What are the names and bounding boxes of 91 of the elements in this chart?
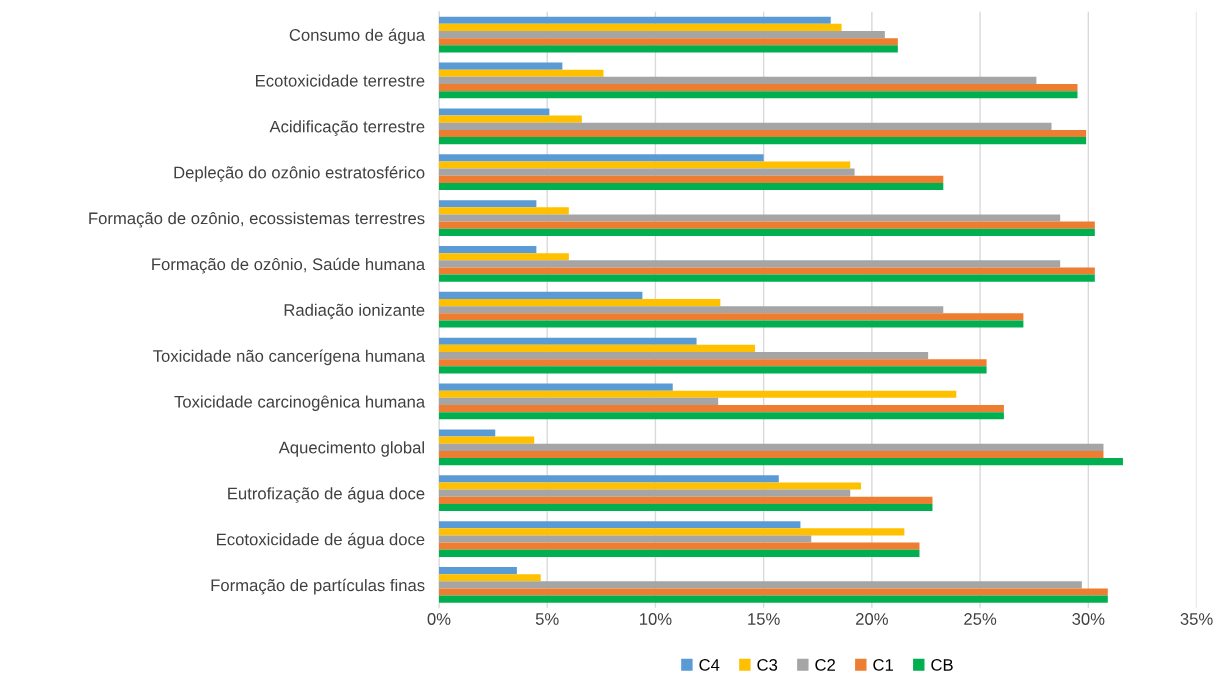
bar [438, 405, 1004, 413]
bar [438, 253, 569, 261]
y-tick-label: Ecotoxicidade terrestre [256, 74, 425, 87]
x-tick-label: 15% [748, 613, 780, 625]
bar [438, 458, 1123, 466]
x-tick-label: 5% [535, 613, 559, 625]
bar [438, 274, 1095, 282]
bar [438, 496, 933, 504]
y-tick-label: Eutrofização de água doce [228, 487, 425, 503]
bar [438, 313, 1024, 321]
bar [438, 581, 1082, 589]
x-tick-label: 25% [964, 613, 997, 625]
bar [438, 397, 719, 406]
bar [438, 429, 496, 437]
y-tick-label: Consumo de água [289, 28, 426, 45]
y-tick-label: Ecotoxicidade de água doce [217, 532, 425, 549]
legend-label: C2 [815, 659, 835, 671]
bar [438, 168, 855, 176]
y-tick-label: Toxicidade não cancerígena humana [153, 349, 426, 366]
bar [438, 383, 673, 391]
bar [438, 359, 987, 367]
bar [438, 84, 1078, 92]
bar [438, 344, 755, 353]
bar [438, 595, 1108, 603]
bar [438, 45, 898, 53]
bar [438, 588, 1108, 596]
bar [438, 436, 535, 444]
bar [438, 443, 1104, 451]
bar [438, 503, 933, 512]
bar [438, 62, 563, 70]
bar [438, 450, 1104, 459]
bar [438, 122, 1052, 130]
bar [438, 108, 550, 116]
bar [438, 482, 862, 490]
bar [438, 69, 604, 77]
bar [438, 542, 920, 550]
bar [438, 549, 920, 557]
x-tick-label: 35% [1180, 613, 1213, 625]
bar [438, 535, 812, 543]
x-tick-label: 0% [427, 613, 451, 625]
y-tick-label: Acidificação terrestre [269, 120, 425, 136]
bar [438, 521, 801, 529]
y-tick-label: Formação de ozônio, Saúde humana [152, 257, 426, 274]
bar [438, 23, 842, 32]
bar [438, 137, 1087, 145]
bar [438, 306, 944, 314]
bar [438, 175, 944, 183]
bar [438, 337, 697, 345]
x-tick-label: 20% [856, 613, 888, 625]
bar [438, 566, 517, 575]
bar [438, 352, 929, 360]
y-tick-label: Formação de partículas finas [211, 578, 425, 595]
bar [438, 245, 537, 254]
x-tick-label: 10% [640, 613, 672, 625]
legend-label: C3 [757, 659, 778, 671]
bar [438, 207, 569, 215]
bar [438, 267, 1095, 275]
bar [438, 182, 944, 191]
y-tick-label: Aquecimento global [278, 441, 424, 457]
bar [438, 489, 851, 497]
bar [438, 16, 831, 24]
bar [438, 115, 582, 123]
bar [438, 299, 721, 307]
bar [438, 574, 541, 582]
bar [438, 412, 1004, 420]
bar [438, 154, 764, 162]
legend-label: C1 [873, 659, 893, 671]
bar [438, 528, 905, 536]
bar [438, 31, 885, 39]
y-tick-label: Radiação ionizante [284, 303, 425, 320]
bar [438, 228, 1095, 236]
bar [438, 366, 987, 374]
bar [438, 320, 1024, 328]
y-tick-label: Toxicidade carcinogênica humana [174, 395, 426, 411]
bar [438, 390, 957, 398]
bar [438, 161, 851, 169]
y-tick-label: Depleção do ozônio estratosférico [174, 166, 425, 182]
legend-label: C4 [699, 659, 720, 671]
bar [438, 38, 898, 46]
bar [438, 129, 1087, 138]
legend-label: CB [931, 659, 953, 671]
bar [438, 260, 1061, 268]
bar [438, 221, 1095, 229]
bar [438, 91, 1078, 99]
bar [438, 76, 1037, 85]
x-tick-label: 30% [1072, 613, 1105, 625]
bar [438, 291, 643, 299]
bar [438, 214, 1061, 222]
bar [438, 200, 537, 208]
y-tick-label: Formação de ozônio, ecossistemas terrestres [89, 211, 425, 228]
bar [438, 475, 779, 483]
